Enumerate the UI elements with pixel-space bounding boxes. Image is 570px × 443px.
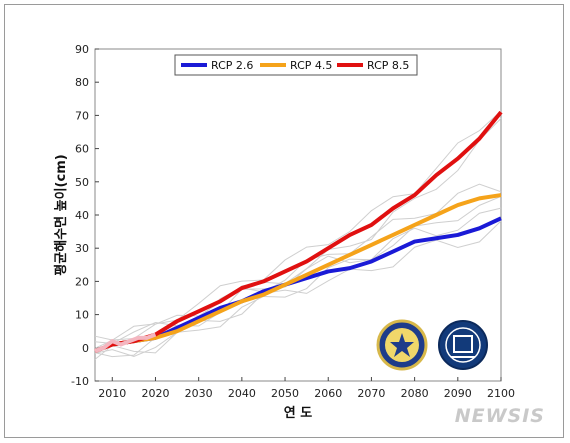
y-tick-label: -10 <box>71 375 89 388</box>
series-line-rcp45 <box>94 193 502 353</box>
x-axis-title: 연 도 <box>284 406 312 421</box>
x-tick-label: 2090 <box>444 387 472 400</box>
axis-ticks: 2010 2020 2030 2040 2050 2060 2070 2080 2090 2100… <box>71 43 515 400</box>
y-axis-title: 평균해수면 높이(cm) <box>53 154 69 275</box>
legend-box <box>174 54 418 76</box>
ensemble-line <box>94 110 502 349</box>
historical-overlap-line <box>94 332 157 353</box>
ensemble-line <box>94 195 502 357</box>
ensemble-line <box>94 220 502 360</box>
institution-seal-logo <box>376 319 428 371</box>
y-tick-label: 0 <box>82 342 89 355</box>
y-tick-label: 80 <box>75 76 89 89</box>
x-tick-label: 2010 <box>98 387 126 400</box>
legend-label-rcp26: RCP 2.6 <box>211 59 253 72</box>
legend-label-rcp85: RCP 8.5 <box>367 59 409 72</box>
x-tick-label: 2020 <box>141 387 169 400</box>
x-tick-label: 2050 <box>271 387 299 400</box>
legend: RCP 2.6 RCP 4.5 RCP 8.5 <box>174 54 418 76</box>
y-tick-label: 70 <box>75 109 89 122</box>
x-tick-label: 2080 <box>401 387 429 400</box>
chart-frame: 2010 2020 2030 2040 2050 2060 2070 2080 2090 2100… <box>4 4 564 438</box>
y-tick-label: 30 <box>75 242 89 255</box>
y-tick-label: 40 <box>75 209 89 222</box>
y-tick-label: 50 <box>75 176 89 189</box>
x-tick-label: 2100 <box>487 387 515 400</box>
y-tick-label: 60 <box>75 143 89 156</box>
x-tick-label: 2030 <box>185 387 213 400</box>
watermark-text: NEWSIS <box>454 405 545 427</box>
y-tick-label: 20 <box>75 275 89 288</box>
series-lines <box>94 110 503 353</box>
x-tick-label: 2070 <box>357 387 385 400</box>
x-tick-label: 2060 <box>314 387 342 400</box>
university-emblem-logo <box>438 320 488 370</box>
y-tick-label: 90 <box>75 43 89 56</box>
series-line-rcp85 <box>94 110 503 353</box>
legend-label-rcp45: RCP 4.5 <box>290 59 332 72</box>
y-tick-label: 10 <box>75 309 89 322</box>
sea-level-chart: 2010 2020 2030 2040 2050 2060 2070 2080 2090 2100… <box>53 43 515 421</box>
x-tick-label: 2040 <box>228 387 256 400</box>
